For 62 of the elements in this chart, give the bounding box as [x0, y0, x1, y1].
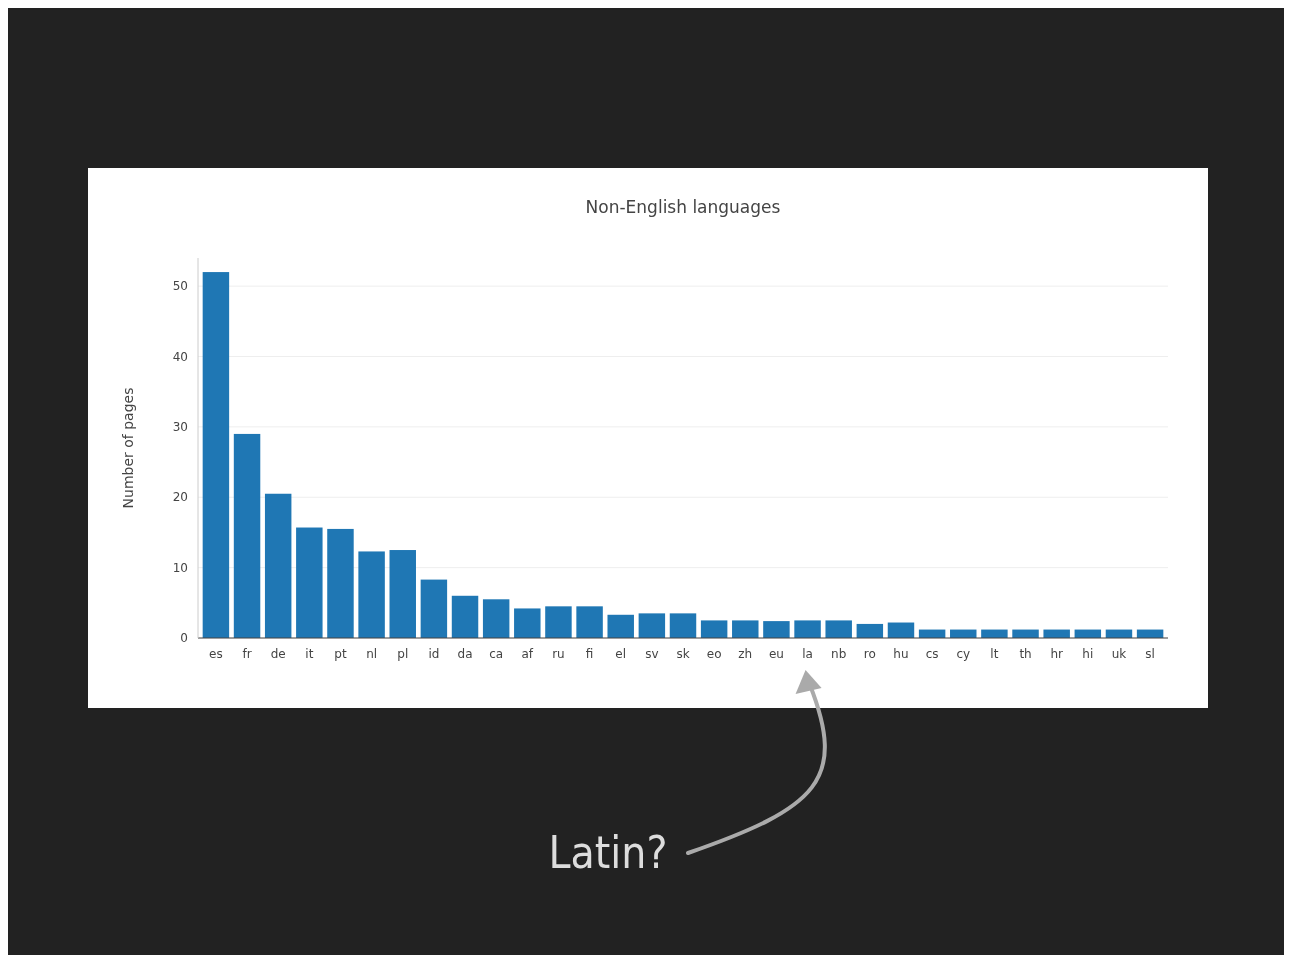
x-tick-label: la [802, 647, 813, 661]
x-tick-label: de [270, 647, 286, 661]
bar [420, 579, 448, 638]
x-tick-label: zh [738, 647, 753, 661]
x-tick-label: eu [768, 647, 784, 661]
y-axis-title: Number of pages [120, 387, 136, 509]
x-tick-label: af [521, 647, 534, 661]
bar [607, 614, 634, 638]
bar [856, 623, 884, 638]
x-tick-label: ru [552, 647, 565, 661]
x-tick-label: nl [366, 647, 378, 661]
x-tick-label: th [1019, 647, 1032, 661]
x-tick-label: sv [645, 647, 659, 661]
bar [763, 621, 790, 638]
bar [638, 613, 666, 638]
bar [514, 608, 541, 638]
x-tick-label: el [615, 647, 627, 661]
bar [794, 620, 821, 638]
x-tick-label: da [457, 647, 473, 661]
x-tick-label: hr [1050, 647, 1064, 661]
x-tick-label: uk [1111, 647, 1127, 661]
y-tick-label: 20 [172, 490, 188, 505]
chart-title: Non-English languages [585, 197, 781, 217]
x-tick-label: hu [893, 647, 909, 661]
x-tick-label: eo [706, 647, 722, 661]
x-tick-label: sl [1145, 647, 1155, 661]
y-tick-label: 50 [172, 279, 188, 294]
bar [358, 551, 385, 638]
x-tick-label: id [428, 647, 440, 661]
x-tick-label: lt [990, 647, 999, 661]
y-tick-label: 40 [172, 349, 188, 364]
x-tick-label: hi [1082, 647, 1094, 661]
x-tick-label: nb [831, 647, 847, 661]
y-tick-label: 30 [172, 420, 188, 435]
bar [389, 550, 416, 638]
x-tick-label: pl [397, 647, 409, 661]
x-tick-label: ro [863, 647, 876, 661]
x-tick-label: sk [676, 647, 690, 661]
bar [482, 599, 510, 638]
x-tick-label: es [209, 647, 223, 661]
x-tick-label: fi [585, 647, 594, 661]
bar [669, 613, 697, 638]
x-tick-label: pt [334, 647, 347, 661]
y-tick-label: 0 [180, 631, 188, 646]
x-tick-label: ca [489, 647, 504, 661]
text: Latin? [548, 827, 668, 878]
bar [700, 620, 728, 638]
x-tick-label: fr [242, 647, 252, 661]
bar [264, 493, 292, 638]
bar [545, 606, 572, 638]
bar [576, 606, 603, 638]
x-tick-label: cy [956, 647, 971, 661]
bar [451, 595, 479, 638]
x-tick-label: cs [925, 647, 939, 661]
bar [233, 433, 261, 638]
bar [732, 620, 759, 638]
bar [202, 272, 230, 638]
bar [825, 620, 852, 638]
x-tick-label: it [305, 647, 314, 661]
y-tick-label: 10 [172, 560, 188, 575]
bar [296, 527, 323, 638]
bar [327, 528, 354, 638]
